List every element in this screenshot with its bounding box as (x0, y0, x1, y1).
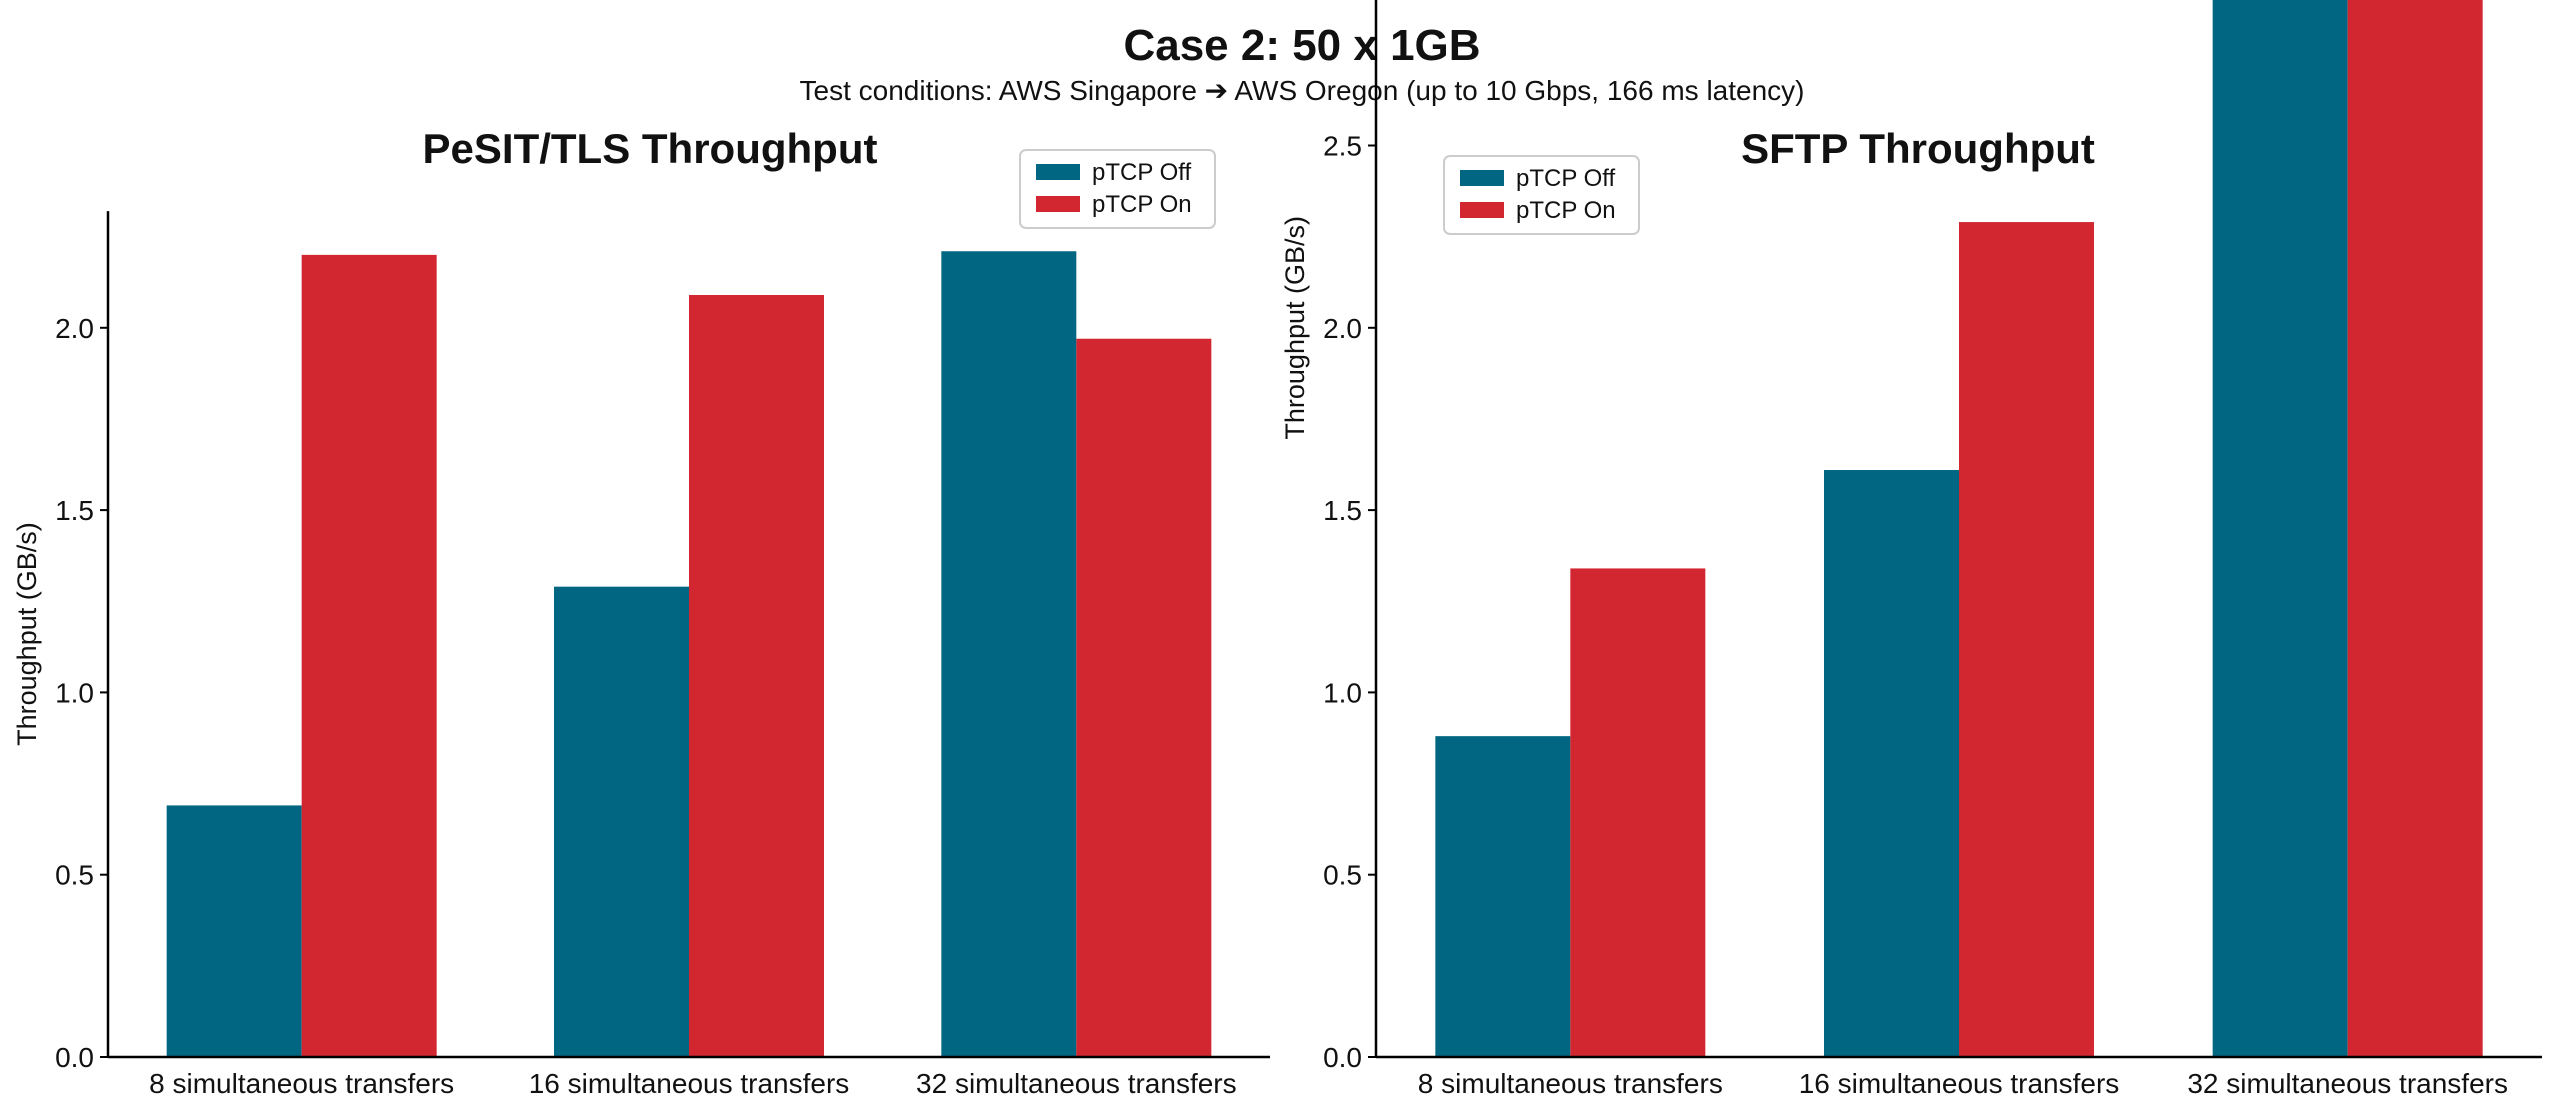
y-axis-label: Throughput (GB/s) (1280, 216, 1310, 440)
figure-subtitle: Test conditions: AWS Singapore ➔ AWS Ore… (800, 75, 1805, 106)
y-tick-label: 0.5 (1323, 860, 1362, 891)
bar-on-2 (689, 294, 824, 1058)
x-tick-label: 8 simultaneous transfers (1418, 1068, 1723, 1099)
bar-on-3 (1076, 338, 1212, 1057)
y-tick-label: 1.0 (55, 677, 94, 708)
y-tick-label: 1.5 (1323, 495, 1362, 526)
legend-swatch-on (1460, 202, 1504, 218)
legend-label-on: pTCP On (1516, 197, 1616, 224)
bar-off-3 (2212, 0, 2348, 1057)
y-tick-label: 1.0 (1323, 677, 1362, 708)
y-axis-label: Throughput (GB/s) (12, 522, 42, 746)
y-tick-label: 2.0 (1323, 313, 1362, 344)
y-tick-label: 2.5 (1323, 131, 1362, 162)
legend-swatch-off (1036, 164, 1080, 180)
bar-on-1 (301, 254, 437, 1057)
y-tick-label: 0.5 (55, 860, 94, 891)
y-tick-label: 2.0 (55, 313, 94, 344)
bar-off-2 (554, 586, 689, 1057)
bar-off-3 (941, 251, 1077, 1057)
sftp-chart: SFTP Throughput0.00.51.01.52.02.53.03.54… (1280, 0, 2542, 1099)
bar-off-1 (1435, 736, 1571, 1057)
x-tick-label: 8 simultaneous transfers (149, 1068, 454, 1099)
legend-label-on: pTCP On (1092, 191, 1192, 218)
legend-swatch-off (1460, 170, 1504, 186)
legend-swatch-on (1036, 196, 1080, 212)
legend-label-off: pTCP Off (1516, 165, 1615, 192)
y-tick-label: 0.0 (1323, 1042, 1362, 1073)
y-tick-label: 1.5 (55, 495, 94, 526)
chart-title: PeSIT/TLS Throughput (423, 125, 878, 172)
x-tick-label: 16 simultaneous transfers (529, 1068, 850, 1099)
y-tick-label: 0.0 (55, 1042, 94, 1073)
bar-on-3 (2347, 0, 2483, 1057)
x-tick-label: 32 simultaneous transfers (916, 1068, 1237, 1099)
bar-off-2 (1824, 469, 1959, 1057)
x-tick-label: 16 simultaneous transfers (1799, 1068, 2120, 1099)
x-tick-label: 32 simultaneous transfers (2187, 1068, 2508, 1099)
bar-off-1 (166, 805, 302, 1057)
figure-title: Case 2: 50 x 1GB (1123, 21, 1480, 70)
bar-on-1 (1570, 568, 1706, 1057)
chart-title: SFTP Throughput (1741, 125, 2095, 172)
bar-on-2 (1959, 222, 2094, 1058)
legend-label-off: pTCP Off (1092, 159, 1191, 186)
pesit-tls-chart: PeSIT/TLS Throughput 0.0 0.5 1.0 1.5 2.0 8 sim… (12, 125, 1270, 1099)
